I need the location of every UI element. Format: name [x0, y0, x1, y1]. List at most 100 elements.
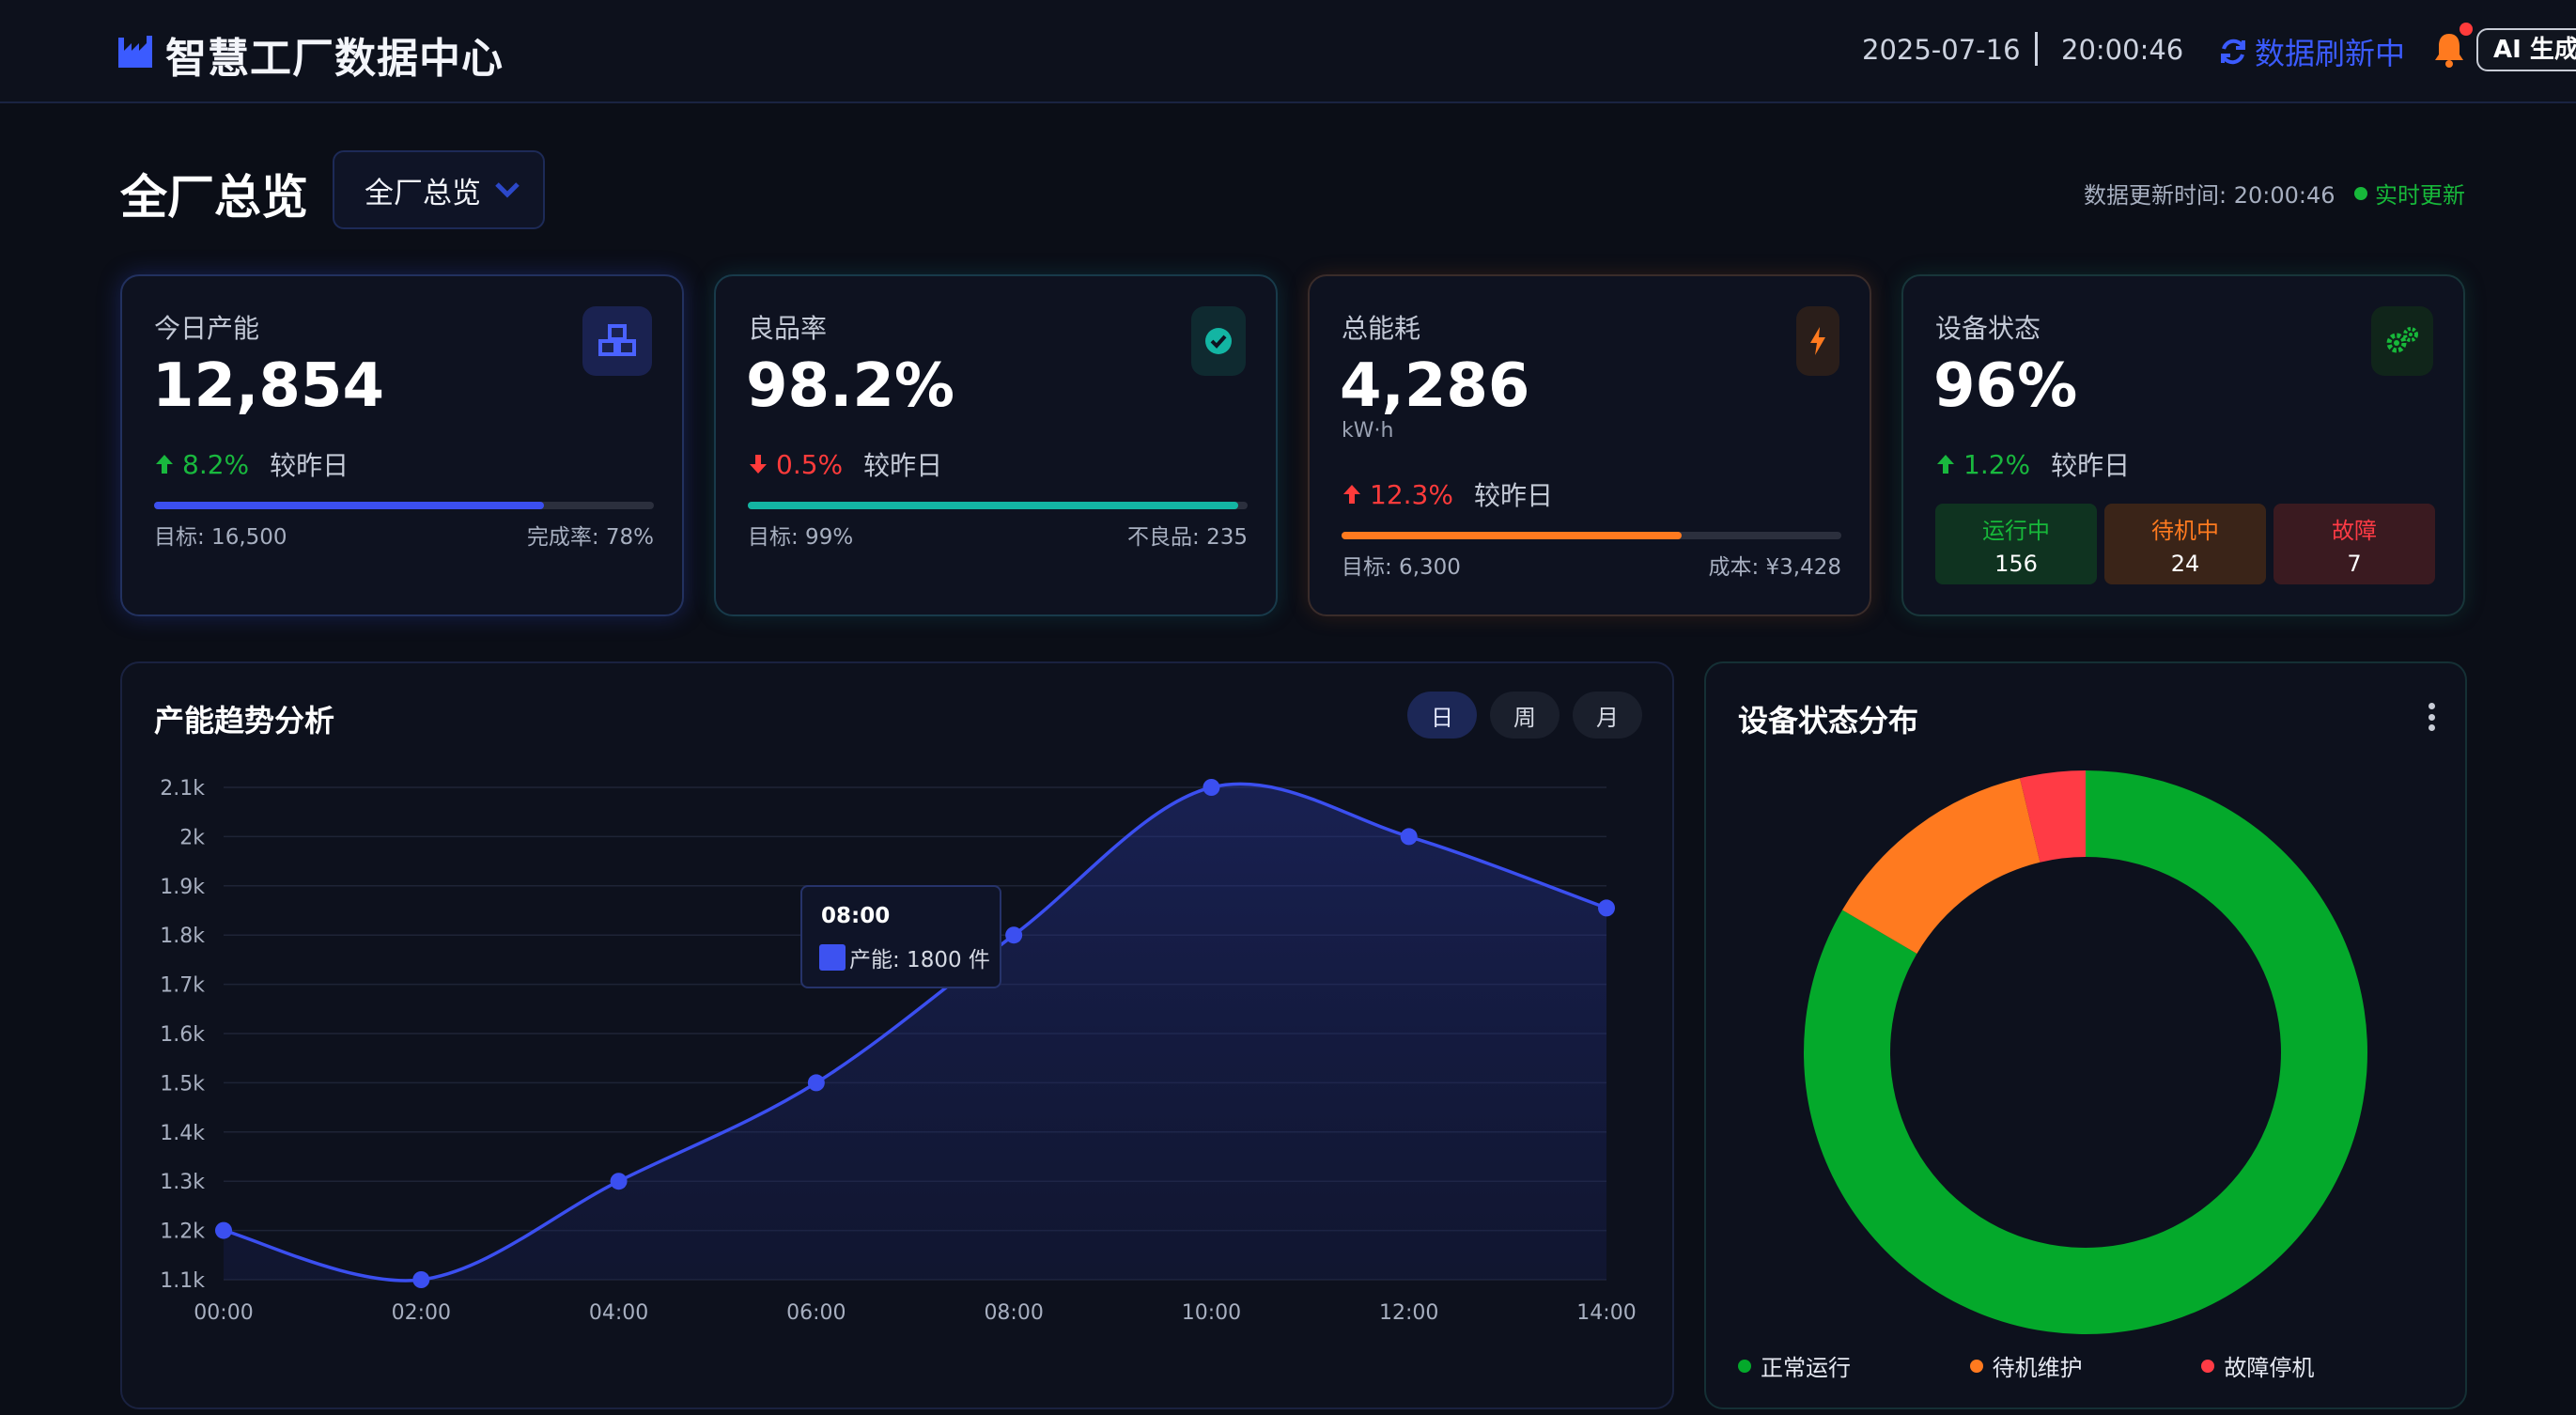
- tooltip-row: 产能: 1800 件: [819, 941, 990, 973]
- x-tick-label: 04:00: [589, 1301, 648, 1325]
- kpi-trend-value: 12.3%: [1370, 478, 1453, 510]
- refresh-label: 数据刷新中: [2255, 36, 2406, 71]
- gears-icon: [2371, 306, 2433, 376]
- status-fault[interactable]: 故障 7: [2273, 504, 2435, 584]
- status-standby-label: 待机中: [2151, 517, 2219, 544]
- kpi-card-energy[interactable]: 总能耗 4,286 kW·h 12.3% 较昨日 目标: 6,300 成本: ¥…: [1308, 274, 1871, 616]
- tooltip-title: 08:00: [821, 904, 891, 928]
- progress-bar: [154, 502, 654, 509]
- panel-title: 产能趋势分析: [154, 703, 335, 739]
- notification-button[interactable]: [2433, 23, 2473, 70]
- cubes-icon: [582, 306, 652, 376]
- x-tick-label: 00:00: [194, 1301, 253, 1325]
- data-point: [1203, 779, 1220, 796]
- x-tick-label: 10:00: [1182, 1301, 1241, 1325]
- x-tick-label: 02:00: [392, 1301, 451, 1325]
- y-tick-label: 2k: [179, 826, 205, 849]
- legend-item-fault[interactable]: 故障停机: [2201, 1349, 2433, 1382]
- legend-item-normal[interactable]: 正常运行: [1738, 1349, 1970, 1382]
- kpi-compare-label: 较昨日: [1473, 480, 1553, 511]
- refresh-icon: [2221, 39, 2245, 65]
- status-running[interactable]: 运行中 156: [1935, 504, 2097, 584]
- y-tick-label: 1.3k: [160, 1171, 205, 1194]
- kpi-value: 12,854: [152, 351, 384, 421]
- data-update-time: 数据更新时间: 20:00:46: [2084, 182, 2335, 209]
- kpi-unit: kW·h: [1342, 419, 1394, 443]
- top-bar: 智慧工厂数据中心 2025-07-16 20:00:46 数据刷新中 AI 生成: [0, 0, 2576, 103]
- arrow-up-icon: [1937, 455, 1954, 474]
- status-fault-label: 故障: [2332, 517, 2377, 544]
- status-running-count: 156: [1994, 550, 2038, 577]
- kpi-card-output[interactable]: 今日产能 12,854 8.2% 较昨日 目标: 16,500 完成率: 78%: [120, 274, 684, 616]
- kpi-label: 良品率: [748, 313, 828, 344]
- bolt-icon: [1796, 306, 1839, 376]
- tooltip-value: 产能: 1800 件: [849, 948, 990, 972]
- kpi-trend-value: 8.2%: [182, 448, 250, 480]
- y-tick-label: 1.4k: [160, 1122, 205, 1145]
- data-point: [1005, 926, 1023, 944]
- more-menu-icon[interactable]: [2426, 703, 2437, 731]
- panel-title: 设备状态分布: [1738, 703, 1919, 739]
- app-title: 智慧工厂数据中心: [165, 35, 504, 83]
- progress-fill: [748, 502, 1239, 509]
- y-tick-label: 1.9k: [160, 876, 205, 899]
- series-line: [223, 782, 1607, 1283]
- data-point: [1400, 828, 1418, 846]
- kpi-compare-label: 较昨日: [270, 450, 349, 481]
- factory-icon: [118, 36, 152, 68]
- tab-day[interactable]: 日: [1407, 692, 1477, 739]
- progress-fill: [154, 502, 544, 509]
- kpi-trend: 12.3% 较昨日: [1342, 475, 1553, 513]
- tab-week[interactable]: 周: [1490, 692, 1560, 739]
- device-donut-chart: [1804, 770, 2367, 1334]
- data-point: [215, 1221, 232, 1239]
- scope-select[interactable]: 全厂总览: [333, 150, 545, 229]
- tooltip-swatch: [819, 944, 846, 971]
- x-tick-label: 12:00: [1379, 1301, 1438, 1325]
- range-tabs: 日 周 月: [1407, 692, 1642, 739]
- donut-slice: [2020, 770, 2086, 863]
- legend-label: 待机维护: [1992, 1355, 2083, 1381]
- kpi-trend: 1.2% 较昨日: [1935, 445, 2130, 483]
- progress-bar: [748, 502, 1248, 509]
- kpi-card-yield[interactable]: 良品率 98.2% 0.5% 较昨日 目标: 99% 不良品: 235: [714, 274, 1278, 616]
- data-point: [807, 1074, 825, 1092]
- live-indicator: 实时更新: [2354, 177, 2465, 210]
- page-title: 全厂总览: [120, 170, 308, 225]
- kpi-trend: 8.2% 较昨日: [154, 445, 349, 483]
- donut-slice: [1804, 770, 2367, 1334]
- x-tick-label: 14:00: [1576, 1301, 1636, 1325]
- legend-item-standby[interactable]: 待机维护: [1969, 1349, 2202, 1382]
- arrow-up-icon: [1343, 485, 1360, 504]
- kpi-defects: 不良品: 235: [1127, 525, 1248, 550]
- status-standby[interactable]: 待机中 24: [2104, 504, 2266, 584]
- kpi-card-equipment[interactable]: 设备状态 96% 1.2% 较昨日 运行中 156 待机中 24 故障 7: [1901, 274, 2465, 616]
- x-tick-label: 08:00: [984, 1301, 1043, 1325]
- check-circle-icon: [1191, 306, 1246, 376]
- kpi-footer: 目标: 99% 不良品: 235: [748, 519, 1248, 551]
- arrow-up-icon: [156, 455, 173, 474]
- divider: [2035, 32, 2038, 66]
- legend-label: 故障停机: [2224, 1355, 2315, 1381]
- data-point: [412, 1271, 430, 1288]
- legend-dot: [2201, 1359, 2215, 1373]
- notification-dot: [2460, 23, 2473, 36]
- x-tick-label: 06:00: [786, 1301, 846, 1325]
- kpi-label: 今日产能: [154, 313, 260, 344]
- y-tick-label: 1.8k: [160, 925, 205, 948]
- donut-legend: 正常运行 待机维护 故障停机: [1738, 1349, 2433, 1382]
- kpi-compare-label: 较昨日: [863, 450, 943, 481]
- y-tick-label: 1.5k: [160, 1072, 205, 1096]
- tab-month[interactable]: 月: [1573, 692, 1642, 739]
- kpi-target: 目标: 99%: [748, 525, 854, 550]
- current-date: 2025-07-16: [1862, 34, 2021, 66]
- kpi-value: 4,286: [1340, 351, 1530, 421]
- kpi-value: 98.2%: [746, 351, 955, 421]
- chevron-down-icon: [495, 182, 520, 198]
- chart-tooltip: 08:00 产能: 1800 件: [800, 885, 1001, 988]
- ai-generate-button[interactable]: AI 生成: [2476, 28, 2576, 71]
- kpi-cost: 成本: ¥3,428: [1708, 555, 1841, 580]
- kpi-label: 总能耗: [1342, 313, 1421, 344]
- kpi-label: 设备状态: [1935, 313, 2041, 344]
- refresh-button[interactable]: 数据刷新中: [2219, 30, 2405, 73]
